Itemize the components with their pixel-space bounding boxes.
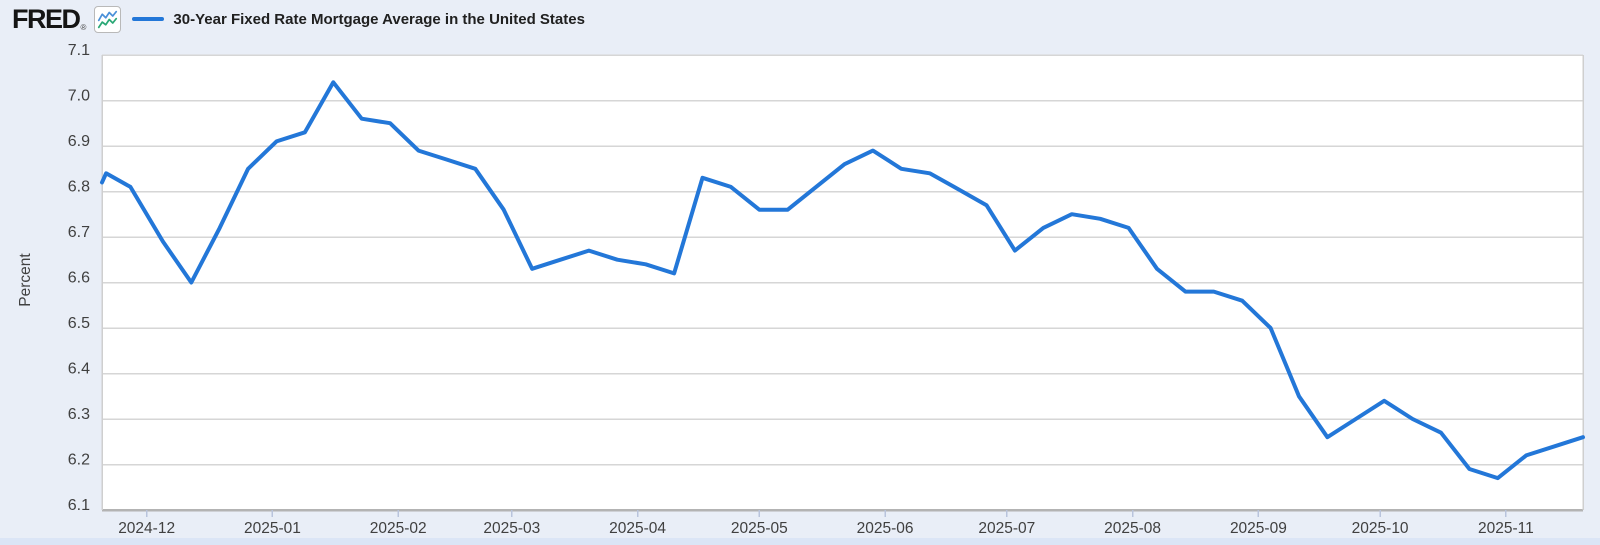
x-axis-tick-label: 2025-03 — [483, 520, 540, 537]
fred-logo[interactable]: FRED ® — [12, 3, 87, 34]
y-axis-tick-label: 6.5 — [68, 315, 90, 332]
y-axis-tick-label: 6.4 — [68, 361, 90, 378]
x-axis-tick-label: 2025-02 — [370, 520, 427, 537]
chart-header: FRED ® 30-Year Fixed Rate Mortgage Averag… — [0, 0, 585, 38]
legend-label: 30-Year Fixed Rate Mortgage Average in t… — [173, 10, 585, 28]
y-axis-tick-label: 6.9 — [68, 133, 90, 150]
y-axis-tick-label: 6.7 — [68, 224, 90, 241]
x-axis-tick-label: 2025-10 — [1352, 520, 1409, 537]
x-axis-tick-label: 2025-05 — [731, 520, 788, 537]
range-selector-strip[interactable] — [0, 538, 1600, 545]
fred-sparkline-icon-graphic — [98, 10, 118, 28]
y-axis-tick-label: 7.0 — [68, 88, 90, 105]
mortgage-rate-line[interactable] — [100, 80, 1585, 481]
y-axis-tick-label: 6.2 — [68, 452, 90, 469]
x-axis-tick-label: 2025-07 — [978, 520, 1035, 537]
x-axis-tick-label: 2025-01 — [244, 520, 301, 537]
legend-item[interactable]: 30-Year Fixed Rate Mortgage Average in t… — [132, 11, 585, 28]
x-axis-tick-label: 2025-04 — [609, 520, 666, 537]
y-axis-tick-label: 6.3 — [68, 406, 90, 423]
y-axis-tick-label: 6.1 — [68, 497, 90, 514]
x-axis-tick-label: 2025-11 — [1478, 520, 1534, 537]
x-axis-tick-label: 2024-12 — [118, 520, 175, 537]
registered-trademark: ® — [80, 22, 87, 32]
y-axis-tick-label: 7.1 — [68, 42, 90, 59]
y-axis-tick-label: 6.6 — [68, 270, 90, 287]
x-axis-tick-label: 2025-09 — [1230, 520, 1287, 537]
y-axis-tick-label: 6.8 — [68, 179, 90, 196]
legend-line-swatch — [132, 17, 165, 21]
fred-sparkline-icon — [94, 5, 122, 33]
x-axis-tick-label: 2025-08 — [1104, 520, 1161, 537]
x-axis-tick-label: 2025-06 — [857, 520, 914, 537]
fred-logo-text: FRED — [12, 3, 81, 34]
y-axis-title: Percent — [17, 253, 34, 307]
